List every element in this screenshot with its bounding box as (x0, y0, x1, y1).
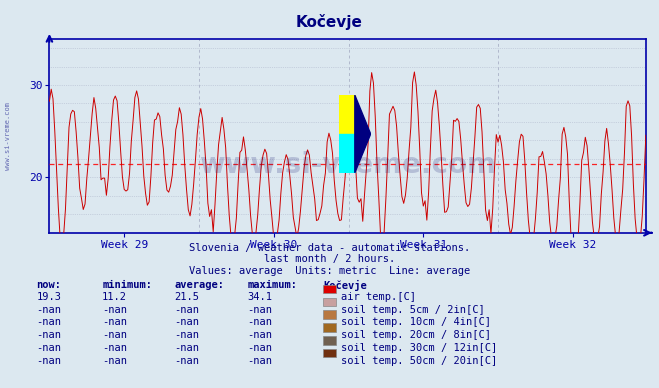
Text: 21.5: 21.5 (175, 292, 200, 302)
Text: -nan: -nan (175, 317, 200, 327)
Text: -nan: -nan (175, 343, 200, 353)
Text: -nan: -nan (36, 330, 61, 340)
Text: -nan: -nan (247, 317, 272, 327)
Text: -nan: -nan (102, 317, 127, 327)
Text: -nan: -nan (36, 356, 61, 366)
Text: -nan: -nan (102, 343, 127, 353)
Text: -nan: -nan (102, 305, 127, 315)
Text: -nan: -nan (247, 356, 272, 366)
Text: www.si-vreme.com: www.si-vreme.com (199, 151, 496, 179)
Text: Values: average  Units: metric  Line: average: Values: average Units: metric Line: aver… (189, 266, 470, 276)
Polygon shape (355, 95, 370, 173)
Text: Kočevje: Kočevje (296, 14, 363, 29)
Text: -nan: -nan (102, 330, 127, 340)
Text: -nan: -nan (247, 330, 272, 340)
Text: soil temp. 5cm / 2in[C]: soil temp. 5cm / 2in[C] (341, 305, 485, 315)
Text: -nan: -nan (36, 305, 61, 315)
Text: www.si-vreme.com: www.si-vreme.com (5, 102, 11, 170)
Text: -nan: -nan (175, 305, 200, 315)
Text: -nan: -nan (247, 305, 272, 315)
Text: Slovenia / weather data - automatic stations.: Slovenia / weather data - automatic stat… (189, 242, 470, 253)
Text: 34.1: 34.1 (247, 292, 272, 302)
Text: 19.3: 19.3 (36, 292, 61, 302)
Text: soil temp. 50cm / 20in[C]: soil temp. 50cm / 20in[C] (341, 356, 498, 366)
Text: -nan: -nan (102, 356, 127, 366)
Text: air temp.[C]: air temp.[C] (341, 292, 416, 302)
Text: -nan: -nan (36, 317, 61, 327)
Text: now:: now: (36, 280, 61, 290)
Text: -nan: -nan (36, 343, 61, 353)
Text: -nan: -nan (247, 343, 272, 353)
Text: maximum:: maximum: (247, 280, 297, 290)
Text: average:: average: (175, 280, 225, 290)
Text: soil temp. 30cm / 12in[C]: soil temp. 30cm / 12in[C] (341, 343, 498, 353)
Text: -nan: -nan (175, 356, 200, 366)
Text: minimum:: minimum: (102, 280, 152, 290)
Text: last month / 2 hours.: last month / 2 hours. (264, 254, 395, 264)
Text: Kočevje: Kočevje (323, 280, 366, 291)
Text: 11.2: 11.2 (102, 292, 127, 302)
Polygon shape (339, 95, 355, 134)
Polygon shape (339, 134, 355, 173)
Text: soil temp. 20cm / 8in[C]: soil temp. 20cm / 8in[C] (341, 330, 492, 340)
Text: -nan: -nan (175, 330, 200, 340)
Text: soil temp. 10cm / 4in[C]: soil temp. 10cm / 4in[C] (341, 317, 492, 327)
